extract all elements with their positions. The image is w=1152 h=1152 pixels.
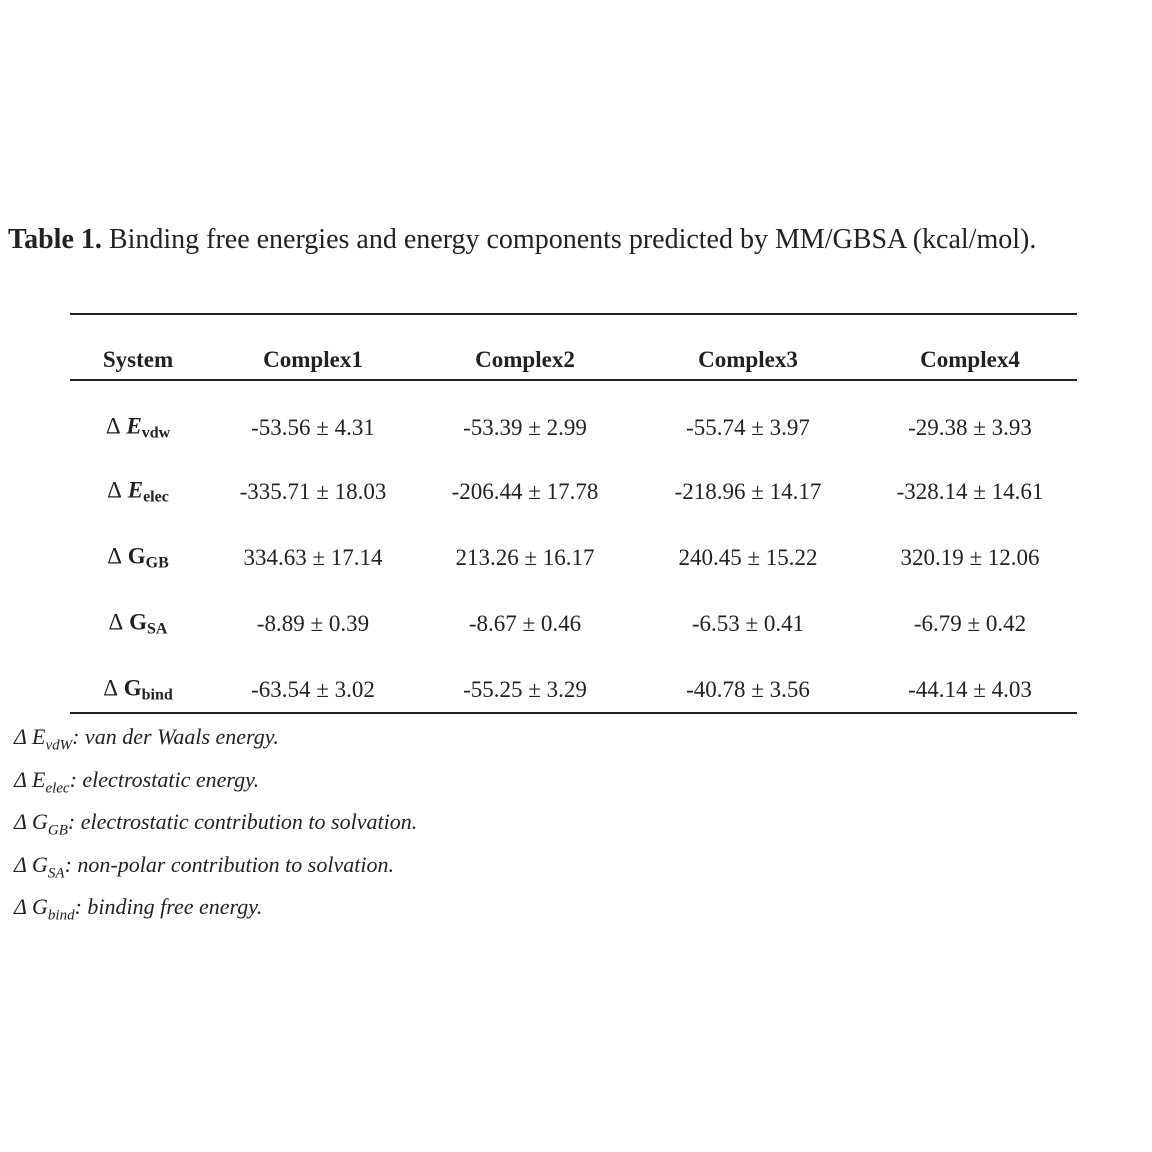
value-cell: -53.56 ± 4.31 bbox=[251, 415, 375, 440]
value-cell: 240.45 ± 15.22 bbox=[678, 545, 818, 570]
footnote: Δ Gbind: binding free energy. bbox=[14, 894, 262, 924]
value-cell: -29.38 ± 3.93 bbox=[908, 415, 1032, 440]
footnote-sub: SA bbox=[47, 864, 65, 881]
value-cell: -6.79 ± 0.42 bbox=[913, 611, 1027, 636]
header-cell: Complex2 bbox=[475, 347, 575, 372]
symbol: G bbox=[129, 609, 147, 635]
subscript: vdw bbox=[141, 424, 171, 442]
header-cell: Complex3 bbox=[698, 347, 798, 372]
value-cell: 213.26 ± 16.17 bbox=[455, 545, 595, 570]
value-cell: -40.78 ± 3.56 bbox=[686, 677, 810, 702]
delta: Δ bbox=[105, 413, 121, 439]
footnote-symbol: Δ G bbox=[14, 809, 48, 834]
footnote-sub: elec bbox=[45, 779, 70, 796]
footnote-symbol: Δ E bbox=[14, 766, 46, 792]
value-cell: -55.74 ± 3.97 bbox=[686, 415, 810, 440]
delta: Δ bbox=[108, 609, 124, 635]
row-label: Δ GGB bbox=[107, 544, 169, 573]
subscript: GB bbox=[145, 554, 169, 572]
row-label: Δ Evdw bbox=[106, 414, 170, 443]
top-rule bbox=[70, 313, 1077, 315]
footnote: Δ Eelec: electrostatic energy. bbox=[14, 767, 259, 797]
footnote-symbol: Δ G bbox=[14, 894, 48, 919]
footnote-text: : electrostatic energy. bbox=[69, 766, 260, 792]
value-cell: -53.39 ± 2.99 bbox=[463, 415, 587, 440]
footnote: Δ EvdW: van der Waals energy. bbox=[14, 724, 279, 754]
symbol: E bbox=[126, 413, 142, 439]
subscript: SA bbox=[146, 620, 168, 638]
footnote-symbol: Δ E bbox=[14, 724, 46, 749]
value-cell: -206.44 ± 17.78 bbox=[451, 479, 599, 504]
footnote-text: : non-polar contribution to solvation. bbox=[64, 851, 394, 877]
caption: Table 1. Binding free energies and energ… bbox=[8, 212, 1142, 268]
header-cell: Complex1 bbox=[263, 347, 363, 372]
row-label: Δ GSA bbox=[109, 610, 168, 639]
value-cell: -8.89 ± 0.39 bbox=[256, 611, 370, 636]
footnote-sub: bind bbox=[47, 907, 75, 924]
header-cell: Complex4 bbox=[920, 347, 1020, 372]
caption-text: Binding free energies and energy compone… bbox=[108, 224, 1037, 255]
delta: Δ bbox=[107, 543, 123, 569]
subscript: elec bbox=[143, 488, 169, 506]
value-cell: -335.71 ± 18.03 bbox=[239, 479, 387, 504]
delta: Δ bbox=[103, 675, 119, 701]
value-cell: -8.67 ± 0.46 bbox=[468, 611, 582, 636]
caption-label: Table 1. bbox=[8, 224, 102, 255]
bottom-rule bbox=[70, 712, 1077, 714]
footnote-sub: vdW bbox=[45, 737, 73, 754]
footnote-text: : van der Waals energy. bbox=[72, 724, 279, 749]
footnote-symbol: Δ G bbox=[14, 851, 48, 877]
delta: Δ bbox=[107, 477, 122, 503]
footnote-text: : binding free energy. bbox=[74, 894, 263, 919]
value-cell: -6.53 ± 0.41 bbox=[691, 611, 805, 636]
value-cell: 334.63 ± 17.14 bbox=[243, 545, 383, 570]
row-label: Δ Eelec bbox=[107, 478, 169, 507]
value-cell: 320.19 ± 12.06 bbox=[900, 545, 1040, 570]
footnote-sub: GB bbox=[47, 822, 68, 839]
value-cell: -63.54 ± 3.02 bbox=[251, 677, 375, 702]
subscript: bind bbox=[141, 686, 173, 704]
value-cell: -218.96 ± 14.17 bbox=[674, 479, 822, 504]
header-cell: System bbox=[102, 347, 174, 372]
value-cell: -44.14 ± 4.03 bbox=[908, 677, 1032, 702]
symbol: G bbox=[127, 543, 146, 569]
value-cell: -55.25 ± 3.29 bbox=[463, 677, 587, 702]
row-label: Δ Gbind bbox=[103, 676, 173, 705]
header-rule bbox=[70, 379, 1077, 381]
symbol: G bbox=[123, 675, 142, 701]
symbol: E bbox=[127, 477, 144, 503]
footnote: Δ GGB: electrostatic contribution to sol… bbox=[14, 809, 417, 839]
value-cell: -328.14 ± 14.61 bbox=[896, 479, 1044, 504]
footnote-text: : electrostatic contribution to solvatio… bbox=[67, 809, 418, 834]
footnote: Δ GSA: non-polar contribution to solvati… bbox=[14, 852, 394, 882]
